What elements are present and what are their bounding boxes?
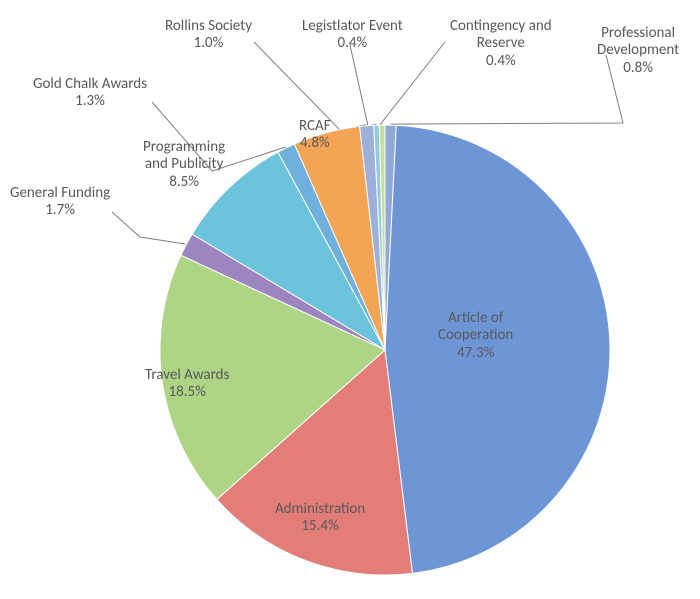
slice-label-text: Contingency and Reserve xyxy=(450,18,552,53)
slice-label: Professional Development0.8% xyxy=(597,25,679,77)
slice-label-pct: 1.7% xyxy=(10,202,110,219)
slice-label-pct: 0.4% xyxy=(302,35,403,52)
slice-label-pct: 1.0% xyxy=(165,35,252,52)
slice-label-pct: 1.3% xyxy=(33,93,147,110)
leader-line xyxy=(350,45,376,126)
slice-label-text: General Funding xyxy=(10,185,110,202)
slice-label-pct: 47.3% xyxy=(438,345,513,362)
slice-label-text: Legistlator Event xyxy=(302,18,403,35)
slice-label-text: Rollins Society xyxy=(165,18,252,35)
slice-label: RCAF4.8% xyxy=(299,118,331,153)
slice-label-text: Programming and Publicity xyxy=(143,139,225,174)
slice-label-pct: 0.8% xyxy=(597,60,679,77)
slice-label-text: Article of Cooperation xyxy=(438,310,513,345)
slice-label-text: Professional Development xyxy=(597,25,679,60)
slice-label-text: Administration xyxy=(275,501,365,518)
slice-label: Rollins Society1.0% xyxy=(165,18,252,53)
slice-label: Travel Awards18.5% xyxy=(145,367,229,402)
slice-label-pct: 8.5% xyxy=(143,174,225,191)
slice-label: Programming and Publicity8.5% xyxy=(143,139,225,191)
slice-label: Administration15.4% xyxy=(275,501,365,536)
pie-chart-container: Professional Development0.8% Article of C… xyxy=(0,0,700,599)
slice-label-text: RCAF xyxy=(299,118,331,135)
slice-label-pct: 18.5% xyxy=(145,384,229,401)
leader-line xyxy=(379,42,445,126)
slice-label: Gold Chalk Awards1.3% xyxy=(33,76,147,111)
slice-label-text: Gold Chalk Awards xyxy=(33,76,147,93)
slice-label: Contingency and Reserve0.4% xyxy=(450,18,552,70)
leader-line xyxy=(112,212,185,244)
slice-label: Article of Cooperation47.3% xyxy=(438,310,513,362)
slice-label-pct: 0.4% xyxy=(450,53,552,70)
slice-label: Legistlator Event0.4% xyxy=(302,18,403,53)
slice-label-text: Travel Awards xyxy=(145,367,229,384)
slice-label-pct: 15.4% xyxy=(275,518,365,535)
slice-label-pct: 4.8% xyxy=(299,135,331,152)
slice-label: General Funding1.7% xyxy=(10,185,110,220)
